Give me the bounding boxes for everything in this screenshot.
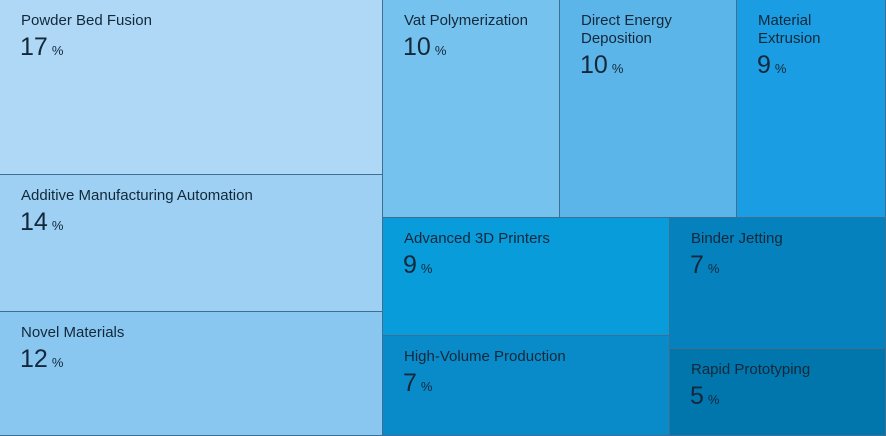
tile-value-unit: % [434,43,447,58]
tile-label: Novel Materials [21,324,125,341]
tile-value: 14% [20,208,63,240]
tile-value-number: 9 [403,251,417,279]
tile-label: Advanced 3D Printers [404,230,550,247]
tile-value-unit: % [51,355,64,370]
tile-value-number: 5 [690,382,704,410]
tile-value: 7% [690,251,719,283]
tile-label: Powder Bed Fusion [21,12,152,29]
tile-value: 12% [20,345,63,377]
tile-label: Direct Energy Deposition [581,12,672,47]
tile-value-number: 7 [403,369,417,397]
treemap-tile: Vat Polymerization 10% [383,0,560,218]
treemap-tile: Material Extrusion 9% [737,0,886,218]
tile-label: Vat Polymerization [404,12,528,29]
tile-value-number: 9 [757,51,771,79]
tile-label: Additive Manufacturing Automation [21,187,253,204]
treemap-tile: Direct Energy Deposition 10% [560,0,737,218]
tile-value-number: 17 [20,33,48,61]
treemap-tile: Novel Materials 12% [0,312,383,436]
tile-value: 9% [757,51,786,83]
tile-label: High-Volume Production [404,348,566,365]
tile-value-unit: % [707,392,720,407]
tile-value-number: 14 [20,208,48,236]
tile-value: 9% [403,251,432,283]
tile-value-unit: % [774,61,787,76]
tile-value-unit: % [420,261,433,276]
treemap-tile: High-Volume Production 7% [383,336,670,436]
tile-value-unit: % [51,43,64,58]
tile-value-number: 7 [690,251,704,279]
tile-value-unit: % [420,379,433,394]
tile-label: Rapid Prototyping [691,361,811,378]
tile-value-number: 10 [403,33,431,61]
tile-value: 17% [20,33,63,65]
tile-value: 5% [690,382,719,414]
treemap-tile: Advanced 3D Printers 9% [383,218,670,336]
tile-value-number: 12 [20,345,48,373]
tile-value-unit: % [51,218,64,233]
tile-value: 10% [580,51,623,83]
tile-label: Material Extrusion [758,12,821,47]
tile-value-unit: % [707,261,720,276]
tile-value: 10% [403,33,446,65]
treemap-tile: Powder Bed Fusion 17% [0,0,383,175]
treemap-tile: Binder Jetting 7% [670,218,886,349]
tile-value-number: 10 [580,51,608,79]
tile-value-unit: % [611,61,624,76]
treemap-tile: Rapid Prototyping 5% [670,349,886,436]
treemap-tile: Additive Manufacturing Automation 14% [0,175,383,312]
tile-label: Binder Jetting [691,230,783,247]
tile-value: 7% [403,369,432,401]
